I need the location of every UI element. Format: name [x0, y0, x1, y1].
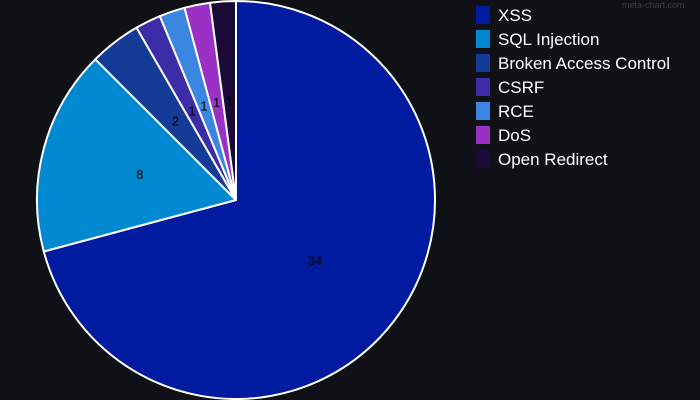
legend-swatch: [476, 126, 490, 144]
pie-slice-xss: [42, 0, 436, 400]
data-label-xss: 34: [308, 253, 322, 268]
watermark-text: meta-chart.com: [622, 0, 685, 10]
legend-label: CSRF: [498, 78, 544, 97]
legend-swatch: [476, 78, 490, 96]
legend-item-rce: RCE: [476, 102, 534, 121]
pie-slice-open-redirect: [209, 0, 237, 201]
legend-item-csrf: CSRF: [476, 78, 544, 97]
pie-slice-sql-injection: [36, 58, 237, 253]
legend-swatch: [476, 30, 490, 48]
legend-swatch: [476, 54, 490, 72]
data-label-sql-injection: 8: [136, 167, 143, 182]
legend-swatch: [476, 150, 490, 168]
data-label-dos: 1: [213, 95, 220, 110]
legend-label: Open Redirect: [498, 150, 608, 169]
data-label-rce: 1: [200, 98, 207, 113]
data-label-broken-access-control: 2: [172, 114, 179, 129]
legend-item-broken-access-control: Broken Access Control: [476, 54, 670, 73]
legend-item-open-redirect: Open Redirect: [476, 150, 608, 169]
legend-swatch: [476, 6, 490, 24]
pie-slices: [36, 0, 436, 400]
legend-label: SQL Injection: [498, 30, 599, 49]
legend-label: RCE: [498, 102, 534, 121]
legend-item-dos: DoS: [476, 126, 531, 145]
legend-label: DoS: [498, 126, 531, 145]
data-label-open-redirect: 1: [226, 93, 233, 108]
legend-label: XSS: [498, 6, 532, 25]
chart-legend: XSS SQL Injection Broken Access Control CSR…: [476, 6, 670, 169]
legend-swatch: [476, 102, 490, 120]
legend-item-xss: XSS: [476, 6, 532, 25]
legend-label: Broken Access Control: [498, 54, 670, 73]
data-label-csrf: 1: [188, 103, 195, 118]
legend-item-sql-injection: SQL Injection: [476, 30, 599, 49]
